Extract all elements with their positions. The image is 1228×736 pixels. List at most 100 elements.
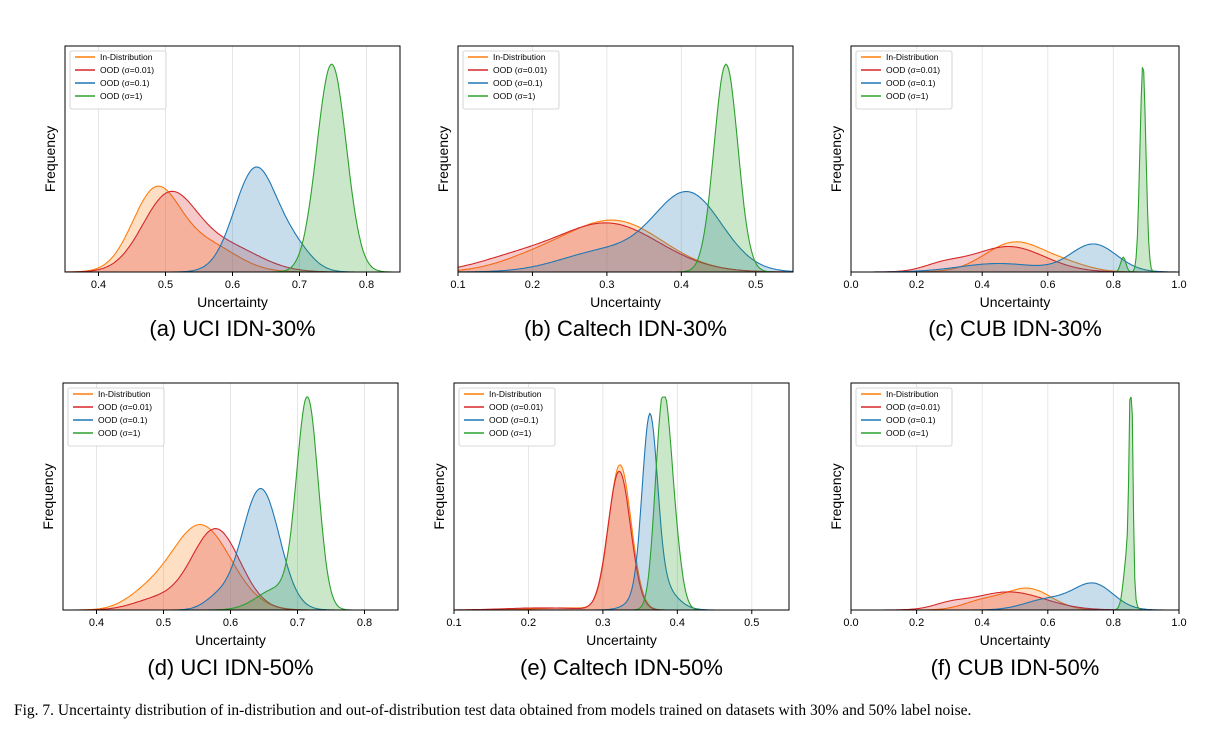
x-axis-label: Uncertainty: [980, 632, 1051, 648]
series-area-1: [851, 588, 1179, 610]
legend-entry: OOD (σ=1): [886, 91, 928, 101]
series-area-1: [851, 241, 1179, 272]
chart-panel-1: 0.4 0.5 0.6 0.7 0.8 Uncertainty Frequency In-Di…: [42, 45, 401, 341]
x-tick-label: 0.1: [446, 617, 461, 629]
x-tick-label: 1.0: [1171, 279, 1186, 291]
chart-panel-3: 0.0 0.2 0.4 0.6 0.8 1.0 Uncertainty Frequency In…: [828, 45, 1187, 341]
series-area-4: [63, 397, 398, 610]
series-area-2: [454, 471, 789, 610]
y-axis-label: Frequency: [435, 126, 451, 192]
series-line-3: [458, 190, 794, 273]
x-tick-label: 0.0: [843, 617, 858, 629]
y-axis-label: Frequency: [40, 463, 56, 529]
legend-entry: In-Distribution: [100, 52, 153, 62]
x-tick-label: 0.3: [599, 279, 614, 291]
series-area-1: [65, 186, 400, 272]
subfigure-caption: (a) UCI IDN-30%: [149, 316, 315, 341]
legend-entry: OOD (σ=0.1): [886, 78, 936, 88]
y-axis-label: Frequency: [431, 463, 447, 529]
figure-caption: Fig. 7. Uncertainty distribution of in-d…: [14, 702, 972, 719]
plot-frame: [850, 382, 1180, 611]
x-tick-label: 0.4: [674, 279, 689, 291]
legend-entry: OOD (σ=0.01): [493, 65, 547, 75]
x-tick-label: 0.8: [357, 617, 372, 629]
x-tick-label: 0.5: [158, 279, 173, 291]
series-area-2: [851, 246, 1179, 272]
subfigure-caption: (f) CUB IDN-50%: [931, 655, 1100, 680]
legend-entry: In-Distribution: [493, 52, 546, 62]
x-axis-label: Uncertainty: [590, 294, 661, 310]
x-axis-label: Uncertainty: [980, 294, 1051, 310]
legend-entry: OOD (σ=1): [100, 91, 142, 101]
x-tick-label: 0.5: [748, 279, 763, 291]
x-tick-label: 0.7: [292, 279, 307, 291]
series-area-3: [63, 488, 398, 610]
subfigure-caption: (b) Caltech IDN-30%: [524, 316, 727, 341]
x-tick-label: 0.5: [744, 617, 759, 629]
x-tick-label: 0.7: [290, 617, 305, 629]
series-area-1: [63, 524, 398, 610]
legend-entry: OOD (σ=0.01): [886, 402, 940, 412]
legend-entry: OOD (σ=0.1): [100, 78, 150, 88]
series-area-2: [458, 222, 793, 272]
x-tick-label: 0.5: [156, 617, 171, 629]
legend: [69, 50, 167, 110]
x-tick-label: 0.6: [223, 617, 238, 629]
legend-entry: In-Distribution: [98, 389, 151, 399]
plot-frame: [453, 382, 790, 611]
legend: [67, 387, 165, 447]
series-line-2: [457, 222, 793, 273]
legend-entry: OOD (σ=1): [493, 91, 535, 101]
legend-entry: In-Distribution: [489, 389, 542, 399]
x-tick-label: 0.4: [91, 279, 106, 291]
chart-panel-2: 0.1 0.2 0.3 0.4 0.5 Uncertainty Frequency In-Di…: [435, 45, 794, 341]
x-tick-label: 0.2: [909, 279, 924, 291]
x-tick-label: 0.3: [595, 617, 610, 629]
series-area-3: [851, 582, 1179, 610]
legend-entry: OOD (σ=0.01): [98, 402, 152, 412]
y-axis-label: Frequency: [42, 126, 58, 192]
x-tick-label: 0.8: [1106, 279, 1121, 291]
legend: [855, 50, 953, 110]
x-axis-label: Uncertainty: [197, 294, 268, 310]
chart-panel-6: 0.0 0.2 0.4 0.6 0.8 1.0 Uncertainty Frequency In…: [828, 382, 1187, 680]
y-axis-label: Frequency: [828, 463, 844, 529]
chart-panel-4: 0.4 0.5 0.6 0.7 0.8 Uncertainty Frequency In-Di…: [40, 382, 399, 680]
series-area-4: [65, 64, 400, 272]
legend-entry: OOD (σ=1): [489, 428, 531, 438]
subfigure-caption: (e) Caltech IDN-50%: [520, 655, 723, 680]
x-tick-label: 0.6: [225, 279, 240, 291]
x-tick-label: 0.0: [843, 279, 858, 291]
series-area-1: [458, 220, 793, 272]
x-axis-label: Uncertainty: [586, 632, 657, 648]
x-tick-label: 1.0: [1171, 617, 1186, 629]
legend-entry: OOD (σ=0.01): [489, 402, 543, 412]
legend: [855, 387, 953, 447]
x-axis-label: Uncertainty: [195, 632, 266, 648]
legend-entry: In-Distribution: [886, 52, 939, 62]
plot-frame: [850, 45, 1180, 273]
plot-frame: [457, 45, 794, 273]
x-tick-label: 0.4: [89, 617, 104, 629]
legend-entry: OOD (σ=1): [886, 428, 928, 438]
series-area-2: [65, 191, 400, 272]
legend-entry: OOD (σ=0.1): [98, 415, 148, 425]
x-tick-label: 0.6: [1040, 279, 1055, 291]
x-tick-label: 0.8: [359, 279, 374, 291]
series-area-3: [458, 191, 793, 272]
x-tick-label: 0.2: [909, 617, 924, 629]
series-area-1: [454, 464, 789, 610]
legend: [462, 50, 560, 110]
legend-entry: OOD (σ=0.01): [100, 65, 154, 75]
y-axis-label: Frequency: [828, 126, 844, 192]
x-tick-label: 0.2: [525, 279, 540, 291]
legend: [458, 387, 556, 447]
x-tick-label: 0.4: [975, 617, 990, 629]
legend-entry: OOD (σ=0.01): [886, 65, 940, 75]
series-area-4: [851, 67, 1179, 272]
legend-entry: OOD (σ=0.1): [493, 78, 543, 88]
legend-entry: OOD (σ=0.1): [886, 415, 936, 425]
legend-entry: In-Distribution: [886, 389, 939, 399]
chart-panel-5: 0.1 0.2 0.3 0.4 0.5 Uncertainty Frequency In-Di…: [431, 382, 790, 680]
